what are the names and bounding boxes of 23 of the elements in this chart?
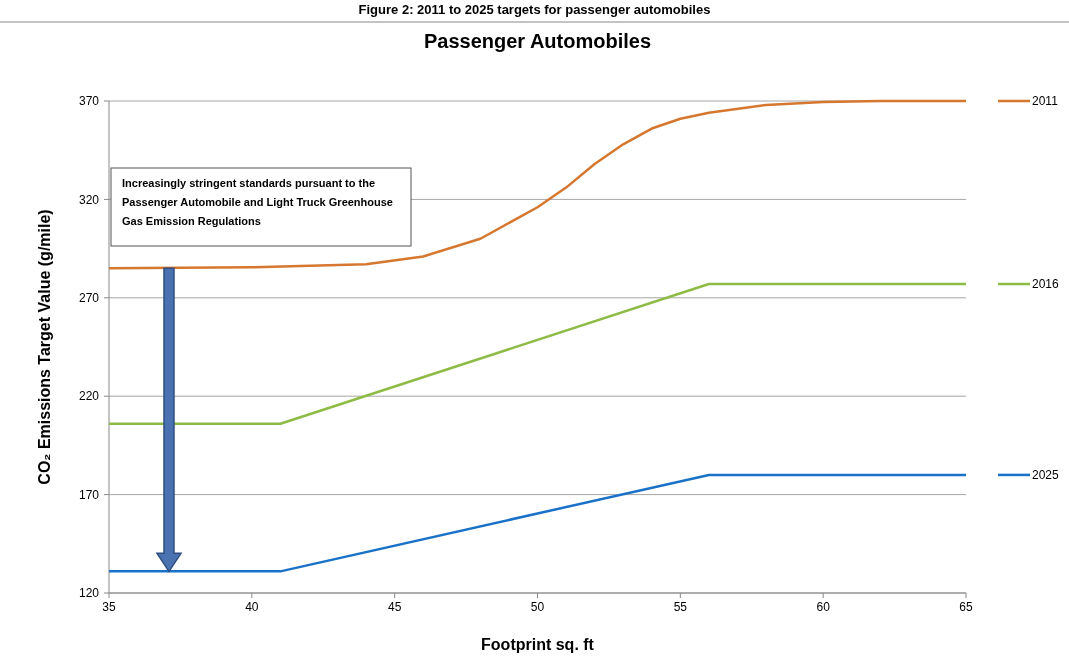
x-axis-title: Footprint sq. ft bbox=[481, 636, 595, 653]
y-tick-label: 170 bbox=[78, 487, 100, 502]
chart-title: Passenger Automobiles bbox=[423, 30, 652, 52]
x-tick-label: 60 bbox=[816, 600, 831, 614]
caption: Figure 2: 2011 to 2025 targets for passenger automobiles bbox=[358, 2, 711, 17]
y-tick-label: 320 bbox=[78, 192, 100, 207]
legend-label: 2011 bbox=[1032, 94, 1059, 109]
y-tick-label: 270 bbox=[78, 291, 100, 305]
x-tick-label: 55 bbox=[673, 600, 688, 614]
y-tick-label: 370 bbox=[78, 94, 100, 109]
legend-label: 2016 bbox=[1032, 277, 1060, 292]
line-series bbox=[107, 99, 968, 270]
x-tick-label: 45 bbox=[387, 600, 402, 614]
legend-label: 2025 bbox=[1032, 468, 1060, 483]
x-tick-label: 50 bbox=[530, 600, 545, 614]
x-tick-label: 65 bbox=[959, 600, 973, 614]
note-box: Increasingly stringent standards pursuant to the Passenger Automobile and Light Truck Greenhouse Gas Emission Regulations bbox=[110, 167, 412, 247]
x-tick-label: 35 bbox=[102, 600, 116, 614]
y-tick-label: 220 bbox=[78, 389, 100, 404]
y-tick-label: 120 bbox=[78, 586, 100, 601]
x-tick-label: 40 bbox=[245, 600, 259, 614]
annotation: Increasingly stringent standards pursuant to the Passenger Automobile and Light Truck Greenhouse Gas Emission Regulations bbox=[121, 176, 394, 229]
y-axis-title: CO₂ Emissions Target Value (g/mile) bbox=[36, 209, 53, 485]
